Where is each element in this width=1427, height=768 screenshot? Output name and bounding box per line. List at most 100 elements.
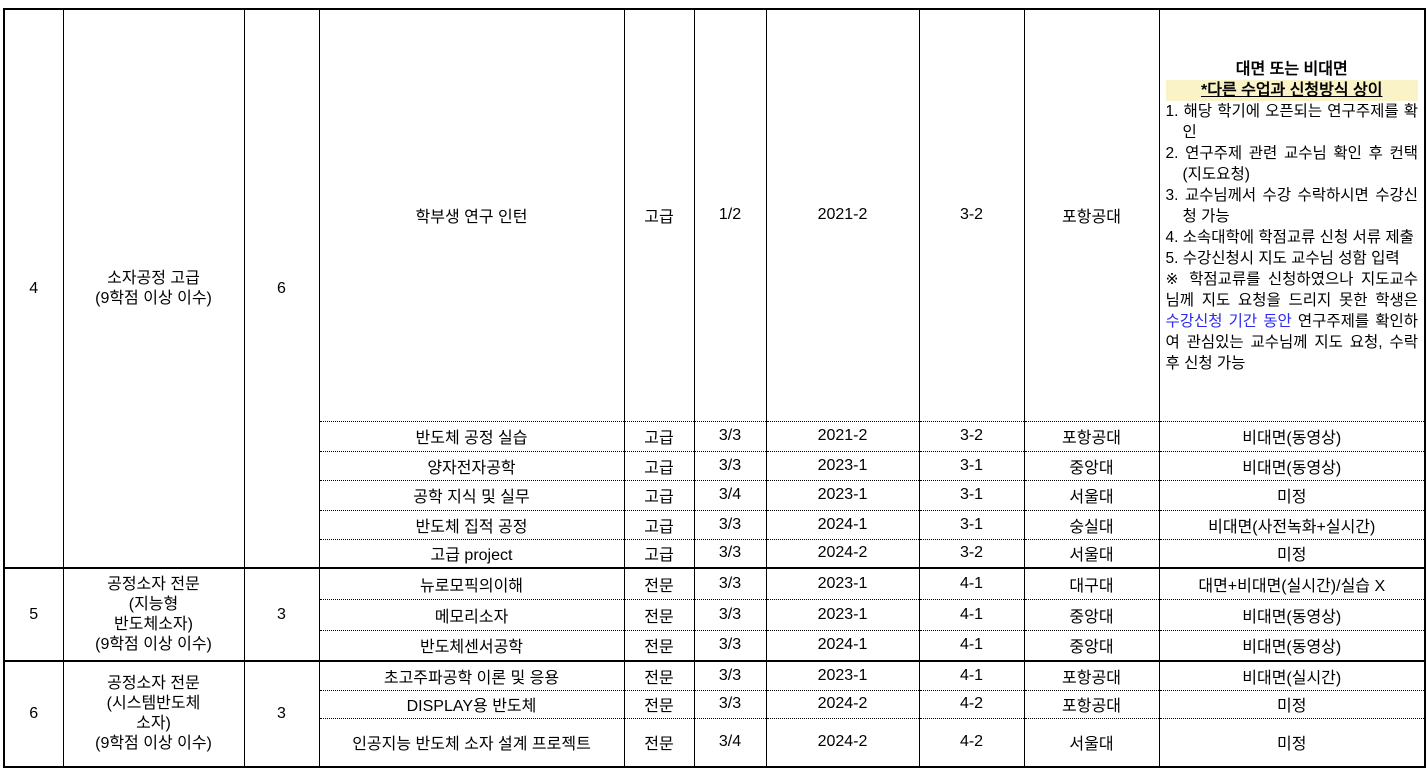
course-grade: 3-1 bbox=[918, 480, 1025, 511]
note-remark-prefix: ※ 학점교류를 신청하였으나 지도교수님께 지도 요청을 드리지 못한 학생은 bbox=[1165, 270, 1419, 309]
course-level: 전문 bbox=[623, 599, 695, 631]
note-subtitle: *다른 수업과 신청방식 상이 bbox=[1165, 79, 1418, 101]
course-semester: 2023-1 bbox=[765, 568, 920, 600]
course-univ: 서울대 bbox=[1023, 539, 1160, 569]
section-category: 소자공정 고급 (9학점 이상 이수) bbox=[62, 9, 245, 569]
note-title: 대면 또는 비대면 bbox=[1235, 60, 1348, 78]
table-row: 공학 지식 및 실무 고급 3/4 2023-1 3-1 서울대 미정 bbox=[4, 480, 1426, 511]
course-name: 메모리소자 bbox=[318, 599, 625, 631]
note-subtitle-text: *다른 수업과 신청방식 상이 bbox=[1201, 81, 1383, 99]
course-table-wrapper: 4 소자공정 고급 (9학점 이상 이수) 6 학부생 연구 인턴 고급 1/2… bbox=[3, 8, 1426, 768]
course-name: 반도체 공정 실습 bbox=[318, 421, 625, 452]
course-hours: 3/3 bbox=[693, 661, 767, 691]
course-mode: 비대면(동영상) bbox=[1158, 421, 1426, 452]
course-univ: 서울대 bbox=[1023, 480, 1160, 511]
course-level: 고급 bbox=[623, 480, 695, 511]
table-row: 4 소자공정 고급 (9학점 이상 이수) 6 학부생 연구 인턴 고급 1/2… bbox=[3, 9, 1426, 569]
course-grade: 3-2 bbox=[918, 9, 1025, 422]
course-mode: 비대면(동영상) bbox=[1158, 630, 1426, 662]
course-semester: 2021-2 bbox=[765, 421, 920, 452]
note-step-1: 1. 해당 학기에 오픈되는 연구주제를 확인 bbox=[1165, 102, 1419, 141]
table-row: 반도체 공정 실습 고급 3/3 2021-2 3-2 포항공대 비대면(동영상… bbox=[4, 421, 1426, 452]
course-level: 고급 bbox=[623, 9, 695, 422]
course-name: 공학 지식 및 실무 bbox=[318, 480, 625, 511]
table-row: DISPLAY용 반도체 전문 3/3 2024-2 4-2 포항공대 미정 bbox=[4, 690, 1426, 719]
course-grade: 3-2 bbox=[918, 421, 1025, 452]
course-semester: 2024-2 bbox=[765, 718, 920, 768]
course-mode: 미정 bbox=[1158, 690, 1426, 719]
note-step-2: 2. 연구주제 관련 교수님 확인 후 컨택(지도요청) bbox=[1165, 144, 1419, 183]
course-hours: 3/3 bbox=[693, 451, 767, 481]
course-grade: 4-1 bbox=[918, 568, 1025, 600]
course-grade: 3-1 bbox=[918, 451, 1025, 481]
enrollment-period-link[interactable]: 수강신청 기간 동안 bbox=[1165, 312, 1292, 330]
note-step-5: 5. 수강신청시 지도 교수님 성함 입력 bbox=[1165, 249, 1400, 267]
course-semester: 2021-2 bbox=[765, 9, 920, 422]
table-row: 5 공정소자 전문 (지능형 반도체소자) (9학점 이상 이수) 3 뉴로모픽… bbox=[3, 568, 1426, 662]
note-cell: 대면 또는 비대면 *다른 수업과 신청방식 상이 1. 해당 학기에 오픈되는… bbox=[1158, 9, 1426, 422]
course-name: 반도체 집적 공정 bbox=[318, 510, 625, 540]
course-hours: 3/3 bbox=[693, 568, 767, 600]
table-row: 6 공정소자 전문 (시스템반도체 소자) (9학점 이상 이수) 3 초고주파… bbox=[3, 661, 1426, 768]
table-row: 고급 project 고급 3/3 2024-2 3-2 서울대 미정 bbox=[4, 539, 1426, 569]
course-semester: 2023-1 bbox=[765, 480, 920, 511]
course-level: 고급 bbox=[623, 451, 695, 481]
course-semester: 2024-1 bbox=[765, 630, 920, 662]
section-credits: 6 bbox=[243, 9, 320, 569]
course-hours: 3/3 bbox=[693, 539, 767, 569]
course-name: 고급 project bbox=[318, 539, 625, 569]
course-univ: 포항공대 bbox=[1023, 421, 1160, 452]
note-step-3: 3. 교수님께서 수강 수락하시면 수강신청 가능 bbox=[1165, 186, 1419, 225]
course-level: 전문 bbox=[623, 630, 695, 662]
course-hours: 3/3 bbox=[693, 510, 767, 540]
course-univ: 중앙대 bbox=[1023, 630, 1160, 662]
course-mode: 비대면(실시간) bbox=[1158, 661, 1426, 691]
course-level: 전문 bbox=[623, 718, 695, 768]
course-semester: 2024-2 bbox=[765, 539, 920, 569]
course-grade: 3-2 bbox=[918, 539, 1025, 569]
note-step-4: 4. 소속대학에 학점교류 신청 서류 제출 bbox=[1165, 228, 1414, 246]
course-name: 인공지능 반도체 소자 설계 프로젝트 bbox=[318, 718, 625, 768]
course-grade: 3-1 bbox=[918, 510, 1025, 540]
course-hours: 1/2 bbox=[693, 9, 767, 422]
note-remark: ※ 학점교류를 신청하였으나 지도교수님께 지도 요청을 드리지 못한 학생은 … bbox=[1166, 269, 1419, 374]
table-row: 양자전자공학 고급 3/3 2023-1 3-1 중앙대 비대면(동영상) bbox=[4, 451, 1426, 481]
note-remark-suffix: 연구주제를 확인하여 관심있는 교수님께 지도 요청, 수락 후 신청 가능 bbox=[1165, 312, 1419, 372]
course-hours: 3/3 bbox=[693, 690, 767, 719]
course-mode: 대면+비대면(실시간)/실습 X bbox=[1158, 568, 1426, 600]
course-semester: 2024-1 bbox=[765, 510, 920, 540]
section-credits: 3 bbox=[243, 568, 320, 662]
course-univ: 포항공대 bbox=[1023, 690, 1160, 719]
course-name: 뉴로모픽의이해 bbox=[318, 568, 625, 600]
course-semester: 2024-2 bbox=[765, 690, 920, 719]
section-number: 4 bbox=[3, 9, 64, 569]
course-mode: 미정 bbox=[1158, 480, 1426, 511]
course-level: 고급 bbox=[623, 539, 695, 569]
course-grade: 4-2 bbox=[918, 690, 1025, 719]
section-number: 6 bbox=[3, 661, 64, 768]
course-hours: 3/4 bbox=[693, 480, 767, 511]
course-univ: 중앙대 bbox=[1023, 599, 1160, 631]
course-grade: 4-2 bbox=[918, 718, 1025, 768]
course-mode: 비대면(사전녹화+실시간) bbox=[1158, 510, 1426, 540]
course-level: 고급 bbox=[623, 421, 695, 452]
table-row: 반도체 집적 공정 고급 3/3 2024-1 3-1 숭실대 비대면(사전녹화… bbox=[4, 510, 1426, 540]
course-level: 전문 bbox=[623, 661, 695, 691]
course-grade: 4-1 bbox=[918, 630, 1025, 662]
course-level: 전문 bbox=[623, 690, 695, 719]
course-name: 초고주파공학 이론 및 응용 bbox=[318, 661, 625, 691]
course-name: 양자전자공학 bbox=[318, 451, 625, 481]
course-grade: 4-1 bbox=[918, 661, 1025, 691]
section-category: 공정소자 전문 (지능형 반도체소자) (9학점 이상 이수) bbox=[62, 568, 245, 662]
course-semester: 2023-1 bbox=[765, 599, 920, 631]
course-table: 4 소자공정 고급 (9학점 이상 이수) 6 학부생 연구 인턴 고급 1/2… bbox=[3, 8, 1426, 768]
course-mode: 비대면(동영상) bbox=[1158, 451, 1426, 481]
table-row: 메모리소자 전문 3/3 2023-1 4-1 중앙대 비대면(동영상) bbox=[4, 599, 1426, 631]
course-hours: 3/3 bbox=[693, 599, 767, 631]
course-hours: 3/3 bbox=[693, 421, 767, 452]
section-category: 공정소자 전문 (시스템반도체 소자) (9학점 이상 이수) bbox=[62, 661, 245, 768]
section-number: 5 bbox=[3, 568, 64, 662]
course-grade: 4-1 bbox=[918, 599, 1025, 631]
course-hours: 3/4 bbox=[693, 718, 767, 768]
course-mode: 비대면(동영상) bbox=[1158, 599, 1426, 631]
